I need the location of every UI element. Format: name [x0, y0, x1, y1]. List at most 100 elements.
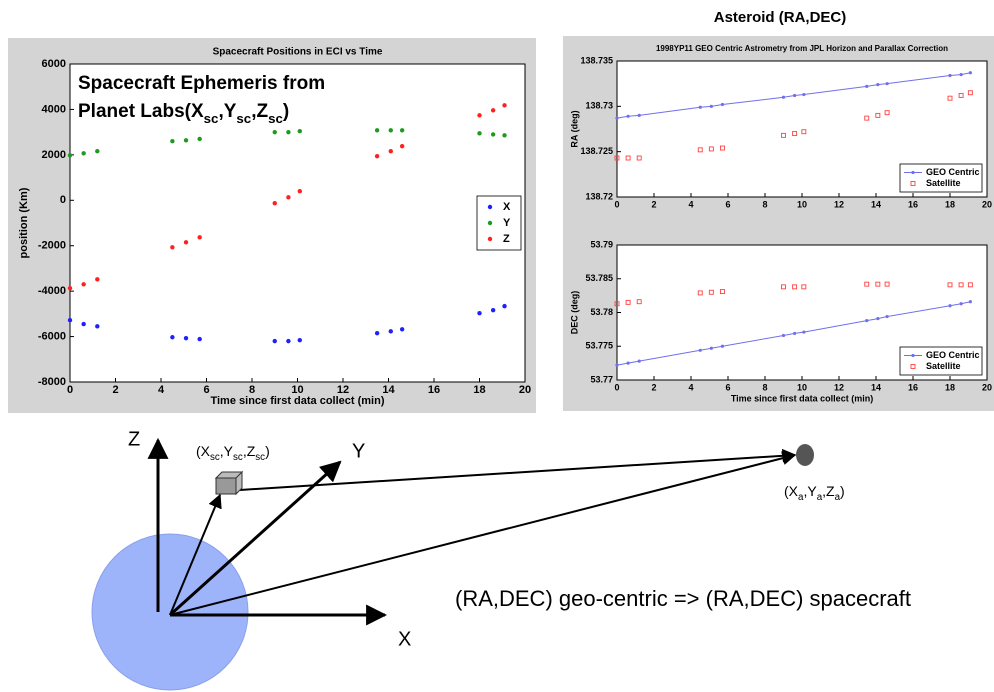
data-point: [388, 329, 393, 334]
data-point: [885, 82, 889, 86]
legend-box: [899, 163, 983, 193]
data-point: [968, 71, 972, 75]
data-point: [614, 301, 620, 307]
x-tick-label: 16: [908, 382, 918, 392]
legend-marker: [487, 220, 493, 226]
data-point: [625, 155, 631, 161]
data-point: [197, 136, 202, 142]
x-tick-label: 6: [203, 384, 209, 396]
data-point: [626, 114, 630, 118]
text-segment: (X: [784, 483, 799, 499]
legend-label: Satellite: [926, 178, 961, 188]
chart-title: 1998YP11 GEO Centric Astrometry from JPL…: [656, 44, 948, 53]
x-tick-label: 20: [982, 199, 992, 209]
charts: Spacecraft Positions in ECI vs Time 0 2 4 6 8…: [18, 44, 992, 407]
legend-box: [476, 195, 522, 251]
data-point: [374, 154, 380, 159]
y-tick-label: -6000: [38, 330, 66, 342]
data-point: [183, 240, 189, 245]
data-point: [948, 304, 952, 308]
x-tick-label: 18: [945, 382, 955, 392]
y-tick-label: -8000: [38, 376, 66, 388]
data-point: [286, 338, 291, 344]
x-tick-label: 4: [688, 199, 693, 209]
data-point: [793, 93, 797, 98]
data-point: [708, 146, 714, 152]
data-point: [884, 110, 890, 116]
data-point: [875, 281, 881, 287]
data-point: [399, 128, 405, 133]
data-point: [720, 344, 725, 348]
heading: Asteroid (RA,DEC): [714, 9, 847, 26]
x-tick-label: 0: [614, 382, 619, 392]
data-point: [792, 131, 798, 136]
data-point: [67, 285, 73, 291]
data-point: [968, 300, 972, 304]
data-point: [802, 92, 806, 97]
data-point: [183, 138, 189, 143]
data-point: [95, 149, 100, 154]
data-point: [947, 282, 953, 288]
data-point: [197, 235, 202, 240]
legend-label: GEO Centric: [926, 350, 980, 360]
legend-label: Satellite: [926, 361, 961, 371]
data-point: [490, 132, 496, 137]
legend-marker: [910, 181, 916, 186]
y-tick-label: -2000: [38, 240, 66, 252]
x-tick-label: 0: [614, 199, 619, 209]
y-tick-label: 4000: [42, 103, 66, 115]
y-tick-label: 53.775: [585, 341, 613, 351]
text-segment: ): [283, 101, 289, 122]
x-tick-label: 4: [158, 384, 165, 396]
y-tick-label: 138.72: [585, 191, 613, 201]
chart-title: Spacecraft Positions in ECI vs Time: [213, 47, 383, 58]
text-segment: ,Z: [243, 443, 256, 459]
data-point: [170, 245, 175, 250]
data-point: [502, 303, 507, 309]
text-segment: ,Y: [218, 101, 236, 122]
data-point: [81, 151, 86, 156]
y-tick-label: 53.79: [590, 239, 613, 249]
data-point: [272, 129, 277, 135]
data-point: [958, 93, 964, 98]
x-tick-label: 6: [725, 199, 730, 209]
x-tick-label: 2: [651, 382, 656, 392]
data-point: [388, 128, 393, 133]
data-point: [636, 299, 642, 305]
x-tick-label: 12: [834, 199, 844, 209]
asteroid-label: (Xa,Ya,Za): [784, 483, 845, 503]
data-point: [170, 139, 175, 144]
data-point: [297, 338, 302, 343]
vector-earth-asteroid: [169, 451, 797, 616]
data-point: [297, 129, 302, 134]
vector-spacecraft: [169, 493, 222, 616]
spacecraft: [215, 477, 237, 495]
legend-marker: [911, 353, 915, 358]
data-point: [615, 116, 619, 120]
data-point: [802, 330, 806, 334]
subscript: sc: [210, 452, 220, 463]
data-point: [272, 201, 277, 206]
diagram: Z Y X (Xsc,Ysc,Zsc) (Xa,Ya,Za) (RA,DEC) …: [91, 428, 911, 691]
data-point: [781, 284, 786, 290]
data-point: [615, 363, 619, 367]
caption: (RA,DEC) geo-centric => (RA,DEC) spacecr…: [455, 586, 911, 611]
data-point: [801, 284, 807, 290]
data-point: [801, 129, 807, 135]
data-point: [374, 330, 380, 336]
data-point: [959, 73, 963, 77]
data-point: [477, 113, 482, 118]
subscript: sc: [236, 111, 251, 126]
subscript: sc: [233, 452, 243, 463]
text-segment: ,Y: [803, 483, 817, 499]
legend-marker: [487, 204, 493, 210]
y-axis-label: position (Km): [18, 187, 30, 258]
x-tick-label: 12: [834, 382, 844, 392]
data-point: [67, 318, 73, 323]
x-tick-label: 8: [762, 199, 767, 209]
data-point: [720, 145, 725, 151]
data-point: [197, 336, 202, 342]
data-point: [781, 95, 786, 99]
x-tick-label: 2: [651, 199, 656, 209]
